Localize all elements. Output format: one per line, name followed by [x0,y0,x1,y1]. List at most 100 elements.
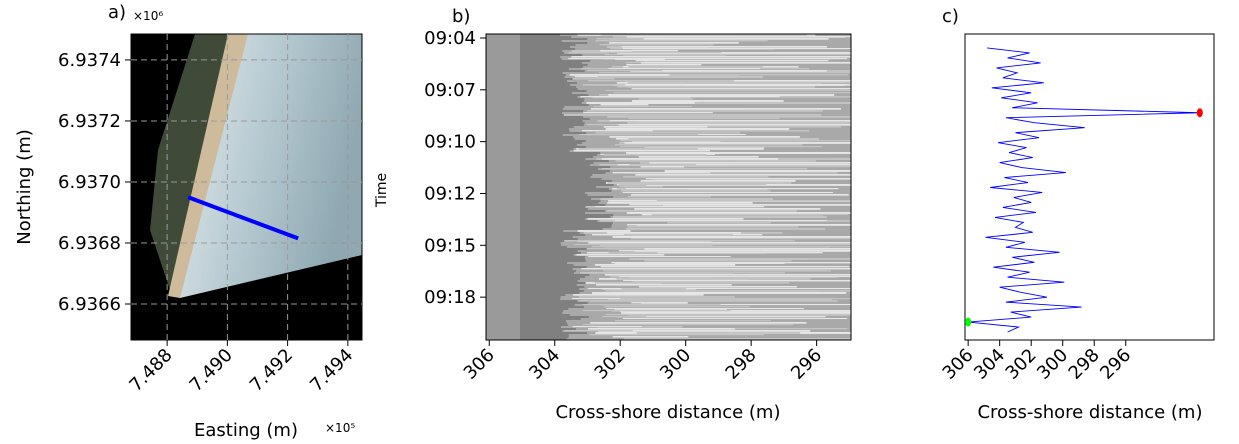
stack-streak [592,292,847,294]
stack-streak [588,242,851,244]
stack-band [486,70,520,72]
x-tick-label: 298 [722,345,761,384]
stack-band [520,270,577,272]
y-tick-label: 09:04 [424,28,476,49]
stack-streak [582,324,794,326]
stack-band [486,252,520,254]
stack-streak [587,80,734,82]
stack-band [486,338,520,340]
stack-streak [609,132,740,134]
stack-band [486,114,520,116]
stack-band [486,218,520,220]
stack-streak [624,142,851,144]
stack-streak [600,50,678,52]
stack-streak [578,148,699,150]
stack-streak [609,136,800,138]
stack-streak [603,130,810,132]
stack-band [520,154,598,156]
stack-band [486,104,520,106]
stack-band [486,108,520,110]
stack-band [520,46,570,48]
stack-streak [667,222,771,224]
stack-streak [641,62,851,64]
stack-band [520,212,586,214]
stack-band [520,306,584,308]
stack-band [520,258,586,260]
stack-streak [569,74,670,76]
x-tick-label: 300 [1033,345,1072,384]
stack-streak [594,282,790,284]
stack-band [486,304,520,306]
stack-band [520,196,614,198]
stack-streak [606,126,842,128]
stack-band [520,108,563,110]
stack-streak [601,34,807,36]
stack-band [520,318,581,320]
stack-band [486,260,520,262]
stack-streak [595,264,736,266]
stack-streak [576,254,665,256]
stack-streak [622,280,851,282]
stack-band [486,214,520,216]
stack-streak [630,70,827,72]
stack-streak [630,238,851,240]
stack-streak [649,162,851,164]
stack-streak [631,194,849,196]
stack-streak [596,284,732,286]
stack-band [486,328,520,330]
stack-band [520,310,564,312]
stack-streak [599,244,713,246]
stack-band [486,326,520,328]
stack-band [520,178,602,180]
stack-band [520,128,569,130]
stack-streak [587,218,744,220]
stack-band [486,78,520,80]
stack-band [520,254,574,256]
stack-band [520,208,589,210]
stack-band [520,188,610,190]
stack-band [520,324,568,326]
stack-streak [669,166,851,168]
stack-streak [628,314,851,316]
stack-band [520,166,611,168]
stack-band [486,170,520,172]
stack-streak [619,310,851,312]
line-series [968,47,1200,333]
stack-streak [629,258,803,260]
stack-streak [571,56,851,58]
stack-band [520,112,562,114]
stack-band [520,184,614,186]
stack-band [486,314,520,316]
stack-band [486,182,520,184]
stack-band [520,116,584,118]
stack-band [486,278,520,280]
stack-streak [617,316,826,318]
stack-streak [600,198,773,200]
stack-band [486,204,520,206]
offset-label: ×10⁶ [133,9,163,23]
x-axis-label: Easting (m) [194,420,298,441]
stack-streak [636,232,687,234]
x-tick-label: 298 [1065,345,1104,384]
stack-band [486,302,520,304]
stack-band [486,292,520,294]
stack-band [486,212,520,214]
stack-band [520,136,574,138]
stack-band [486,222,520,224]
stack-band [486,264,520,266]
stack-band [486,92,520,94]
stack-streak [619,186,663,188]
stack-streak [617,164,851,166]
y-tick-label: 6.9372 [58,111,121,132]
stack-band [486,48,520,50]
stack-streak [626,64,702,66]
stack-band [486,288,520,290]
stack-band [486,192,520,194]
stack-streak [572,326,642,328]
stack-band [520,90,587,92]
stack-band [486,318,520,320]
stack-streak [622,318,848,320]
stack-band [486,46,520,48]
stack-band [486,56,520,58]
stack-band [486,40,520,42]
